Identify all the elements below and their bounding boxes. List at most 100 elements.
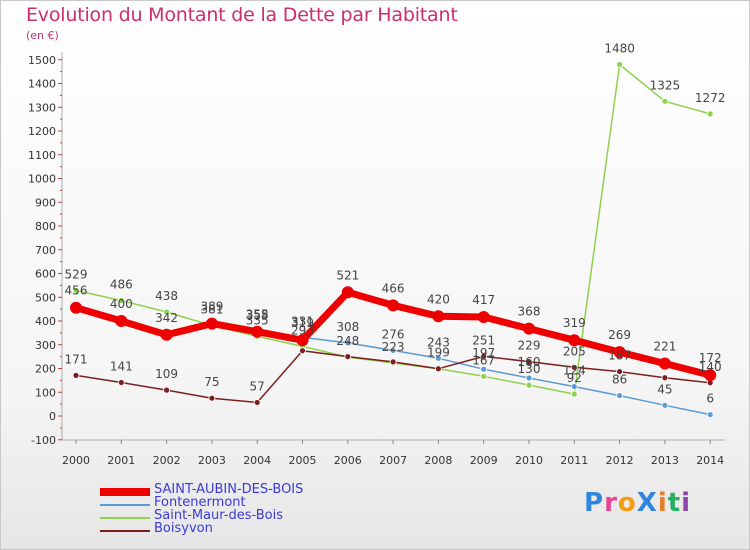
data-label-saint-aubin-des-bois: 466: [382, 281, 405, 295]
data-point-saint-maur-des-bois: [480, 372, 488, 380]
x-tick-label: 2009: [470, 454, 498, 467]
legend-label: Saint-Maur-des-Bois: [154, 508, 283, 523]
x-tick-label: 2010: [515, 454, 543, 467]
data-label-boisyvon: 57: [250, 379, 265, 393]
data-label-saint-aubin-des-bois: 355: [246, 308, 269, 322]
x-tick-label: 2005: [289, 454, 317, 467]
legend-swatch: [100, 517, 150, 519]
y-tick-label: 1400: [28, 78, 56, 91]
data-label-saint-aubin-des-bois: 368: [518, 305, 541, 319]
data-label-saint-maur-des-bois: 199: [427, 346, 450, 360]
data-label-saint-aubin-des-bois: 172: [699, 351, 722, 365]
data-point-saint-aubin-des-bois: [205, 317, 218, 330]
y-tick-label: 400: [35, 315, 56, 328]
data-label-boisyvon: 229: [518, 339, 541, 353]
data-label-fontenermont: 124: [563, 364, 586, 378]
data-point-saint-aubin-des-bois: [160, 328, 173, 341]
data-point-saint-maur-des-bois: [525, 381, 533, 389]
x-tick-label: 2013: [651, 454, 679, 467]
data-point-boisyvon: [72, 371, 80, 379]
data-label-saint-maur-des-bois: 293: [291, 323, 314, 337]
data-label-boisyvon: 140: [699, 360, 722, 374]
data-label-saint-maur-des-bois: 381: [200, 303, 223, 317]
data-label-saint-maur-des-bois: 438: [155, 289, 178, 303]
data-label-saint-maur-des-bois: 223: [382, 340, 405, 354]
data-point-saint-maur-des-bois: [72, 286, 80, 294]
data-point-boisyvon: [208, 394, 216, 402]
data-label-fontenermont: 358: [246, 308, 269, 322]
data-label-fontenermont: 160: [518, 355, 541, 369]
logo-letter: i: [657, 488, 668, 518]
data-label-saint-maur-des-bois: 92: [567, 371, 582, 385]
data-label-saint-maur-des-bois: 248: [336, 334, 359, 348]
logo-letter: t: [667, 488, 682, 518]
data-label-saint-aubin-des-bois: 389: [200, 300, 223, 314]
x-tick-label: 2008: [424, 454, 452, 467]
data-point-boisyvon: [163, 386, 171, 394]
chart-title: Evolution du Montant de la Dette par Hab…: [26, 4, 458, 26]
data-label-fontenermont: 243: [427, 335, 450, 349]
unit-label: (en €): [26, 29, 59, 42]
data-label-saint-maur-des-bois: 1272: [695, 91, 726, 105]
data-point-saint-maur-des-bois: [570, 390, 578, 398]
data-point-saint-maur-des-bois: [706, 110, 714, 118]
x-tick-label: 2014: [696, 454, 724, 467]
y-tick-label: 600: [35, 268, 56, 281]
data-point-boisyvon: [661, 374, 669, 382]
x-tick-label: 2002: [153, 454, 181, 467]
logo-letter: o: [617, 488, 637, 518]
data-point-saint-aubin-des-bois: [115, 315, 128, 327]
data-label-saint-aubin-des-bois: 420: [427, 292, 450, 306]
data-point-saint-aubin-des-bois: [251, 325, 264, 338]
data-point-saint-aubin-des-bois: [387, 299, 400, 312]
data-point-saint-aubin-des-bois: [613, 346, 626, 359]
data-point-boisyvon: [570, 363, 578, 371]
data-point-saint-aubin-des-bois: [477, 310, 490, 323]
y-tick-label: 200: [35, 363, 56, 376]
data-label-boisyvon: 171: [65, 352, 88, 366]
data-point-saint-maur-des-bois: [616, 61, 623, 68]
data-point-boisyvon: [299, 347, 306, 355]
legend-label: SAINT-AUBIN-DES-BOIS: [154, 482, 304, 497]
data-label-saint-aubin-des-bois: 417: [472, 293, 495, 307]
x-tick-label: 2006: [334, 454, 362, 467]
data-point-saint-aubin-des-bois: [523, 322, 535, 335]
data-point-boisyvon: [525, 358, 533, 366]
y-tick-label: 1100: [28, 149, 56, 162]
legend-label: Boisyvon: [154, 521, 213, 536]
data-label-saint-aubin-des-bois: 221: [653, 340, 676, 354]
data-point-boisyvon: [616, 368, 623, 375]
y-tick-label: 1000: [28, 173, 56, 186]
y-tick-label: 1500: [28, 54, 56, 67]
x-tick-label: 2000: [62, 454, 90, 467]
data-point-fontenermont: [570, 383, 578, 390]
data-point-boisyvon: [253, 399, 261, 406]
x-tick-label: 2012: [606, 454, 634, 467]
legend-swatch: [100, 504, 150, 506]
y-tick-label: 100: [35, 386, 56, 399]
data-point-fontenermont: [661, 401, 669, 409]
y-tick-label: 0: [49, 410, 56, 423]
logo-letter: i: [681, 488, 692, 518]
y-tick-label: 900: [35, 196, 56, 209]
legend-swatch: [100, 530, 150, 532]
data-label-saint-aubin-des-bois: 319: [563, 316, 586, 330]
data-label-saint-aubin-des-bois: 521: [336, 268, 359, 282]
data-label-saint-maur-des-bois: 335: [246, 313, 269, 327]
y-tick-label: 1300: [28, 101, 56, 114]
data-label-fontenermont: 197: [472, 346, 495, 360]
proxiti-logo: ProXiti: [584, 488, 691, 518]
data-point-saint-maur-des-bois: [163, 308, 171, 316]
data-label-fontenermont: 45: [657, 382, 672, 396]
data-label-boisyvon: 75: [204, 375, 219, 389]
data-label-boisyvon: 251: [472, 333, 495, 347]
legend-swatch: [100, 488, 150, 496]
data-point-saint-aubin-des-bois: [704, 369, 717, 382]
data-point-boisyvon: [434, 365, 442, 373]
y-tick-label: 500: [35, 291, 56, 304]
data-point-fontenermont: [344, 339, 352, 347]
y-tick-label: 300: [35, 339, 56, 352]
data-label-fontenermont: 308: [336, 320, 359, 334]
